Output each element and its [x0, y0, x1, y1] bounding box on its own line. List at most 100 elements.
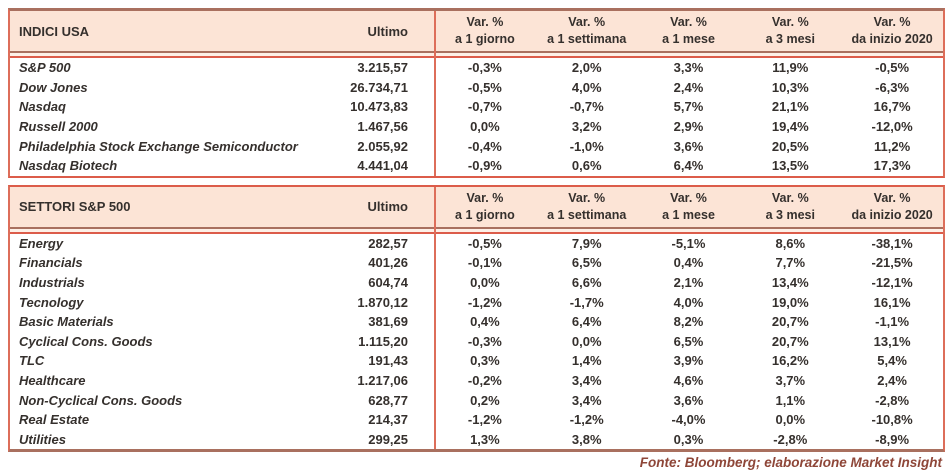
column-header-var: Var. % a 1 settimana	[536, 11, 638, 51]
var-value: 21,1%	[771, 99, 809, 115]
table-row: Philadelphia Stock Exchange Semiconducto…	[10, 136, 943, 156]
row-label: Industrials	[19, 275, 85, 291]
ultimo-value: 381,69	[368, 314, 408, 330]
column-header-var: Var. % a 1 giorno	[434, 187, 536, 227]
column-header-var: Var. % a 3 mesi	[739, 187, 841, 227]
var-header-line2: a 1 settimana	[547, 207, 627, 222]
var-header-line1: Var. %	[568, 190, 606, 205]
table-row: Energy 282,57 -0,5% 7,9% -5,1% 8,6% -38,1%	[10, 234, 943, 254]
table-row: Nasdaq Biotech 4.441,04 -0,9% 0,6% 6,4% 13,5%…	[10, 156, 943, 176]
var-value: 19,4%	[771, 119, 809, 135]
var-value: -8,9%	[875, 431, 910, 447]
var-value: 19,0%	[771, 294, 809, 310]
row-label: Healthcare	[19, 373, 86, 389]
var-value: 13,5%	[771, 158, 809, 174]
table-row: TLC 191,43 0,3% 1,4% 3,9% 16,2% 5,4%	[10, 351, 943, 371]
var-value: 3,3%	[673, 60, 704, 76]
column-header-var: Var. % da inizio 2020	[841, 11, 943, 51]
var-header-line2: a 1 mese	[662, 207, 715, 222]
column-header-ultimo: Ultimo	[367, 199, 408, 215]
var-value: 5,7%	[673, 99, 704, 115]
var-value: -10,8%	[871, 412, 913, 428]
row-label: Utilities	[19, 431, 66, 447]
row-label: Cyclical Cons. Goods	[19, 333, 153, 349]
var-value: 0,2%	[470, 392, 500, 408]
var-value: -0,3%	[467, 333, 502, 349]
var-value: 17,3%	[873, 158, 911, 174]
var-header-line1: Var. %	[771, 15, 809, 30]
var-header-line1: Var. %	[568, 15, 606, 30]
var-value: -0,5%	[875, 60, 910, 76]
var-value: 1,1%	[775, 392, 806, 408]
var-header-line1: Var. %	[771, 190, 809, 205]
var-value: 5,4%	[877, 353, 907, 369]
row-label: Non-Cyclical Cons. Goods	[19, 392, 183, 408]
column-header-var: Var. % a 1 settimana	[536, 187, 638, 227]
column-divider	[434, 11, 436, 176]
table-row: Tecnology 1.870,12 -1,2% -1,7% 4,0% 19,0% 16,1…	[10, 292, 943, 312]
var-value: 0,6%	[571, 158, 602, 174]
var-value: -1,2%	[467, 412, 502, 428]
table-row: Real Estate 214,37 -1,2% -1,2% -4,0% 0,0% -10,…	[10, 410, 943, 430]
var-value: -5,1%	[671, 235, 706, 251]
ultimo-value: 628,77	[368, 392, 408, 408]
var-value: -1,7%	[569, 294, 604, 310]
var-value: -0,7%	[467, 99, 502, 115]
var-value: 3,2%	[571, 119, 602, 135]
var-value: 0,0%	[470, 119, 500, 135]
var-value: 3,9%	[673, 353, 704, 369]
var-header-line1: Var. %	[670, 15, 707, 30]
var-value: 8,6%	[775, 235, 806, 251]
var-value: 3,4%	[571, 392, 602, 408]
column-header-var: Var. % a 1 giorno	[434, 11, 536, 51]
source-note: Fonte: Bloomberg; elaborazione Market In…	[639, 455, 942, 470]
table-body: Energy 282,57 -0,5% 7,9% -5,1% 8,6% -38,1% Fina…	[10, 233, 943, 450]
var-value: -4,0%	[671, 412, 706, 428]
var-value: 1,3%	[470, 431, 500, 447]
row-label: S&P 500	[19, 60, 71, 76]
header-separator	[10, 51, 943, 58]
var-header-line1: Var. %	[466, 15, 504, 30]
row-label: Philadelphia Stock Exchange Semiconducto…	[19, 138, 298, 154]
var-value: 16,1%	[873, 294, 911, 310]
var-value: -1,0%	[569, 138, 604, 154]
ultimo-value: 10.473,83	[350, 99, 408, 115]
var-value: 0,0%	[775, 412, 806, 428]
table-body: S&P 500 3.215,57 -0,3% 2,0% 3,3% 11,9% -0,5% Do…	[10, 58, 943, 176]
var-value: -1,2%	[467, 294, 502, 310]
var-value: 4,6%	[673, 373, 704, 389]
table-row: Dow Jones 26.734,71 -0,5% 4,0% 2,4% 10,3% -6,3…	[10, 78, 943, 98]
var-value: -0,9%	[467, 158, 502, 174]
var-value: 4,0%	[571, 79, 602, 95]
row-label: Basic Materials	[19, 314, 114, 330]
var-value: -2,8%	[875, 392, 910, 408]
var-value: 0,4%	[673, 255, 704, 271]
var-header-line2: a 1 giorno	[455, 32, 515, 46]
var-value: 13,4%	[771, 275, 809, 291]
var-value: 0,3%	[470, 353, 500, 369]
var-header-line1: Var. %	[873, 190, 911, 205]
var-value: 4,0%	[673, 294, 704, 310]
var-value: -0,3%	[467, 60, 502, 76]
column-header-var: Var. % a 3 mesi	[739, 11, 841, 51]
ultimo-value: 1.870,12	[357, 294, 408, 310]
ultimo-value: 282,57	[368, 235, 408, 251]
var-value: -0,5%	[467, 235, 502, 251]
table-title: INDICI USA	[19, 23, 90, 39]
column-header-var: Var. % a 1 mese	[638, 11, 740, 51]
var-value: 7,9%	[571, 235, 602, 251]
var-value: -0,2%	[467, 373, 502, 389]
row-label: Dow Jones	[19, 79, 88, 95]
var-value: 7,7%	[775, 255, 806, 271]
var-value: 16,7%	[873, 99, 911, 115]
var-value: -21,5%	[871, 255, 913, 271]
var-value: 20,5%	[771, 138, 809, 154]
var-header-line2: a 1 settimana	[547, 32, 627, 46]
table-settori-sp500: SETTORI S&P 500 Ultimo Var. % a 1 giorno V…	[8, 184, 945, 453]
table-row: Nasdaq 10.473,83 -0,7% -0,7% 5,7% 21,1% 16,7%	[10, 97, 943, 117]
header-row: INDICI USA Ultimo Var. % a 1 giorno Var. %…	[10, 11, 943, 51]
var-value: 13,1%	[873, 333, 911, 349]
table-row: Financials 401,26 -0,1% 6,5% 0,4% 7,7% -21,5%	[10, 253, 943, 273]
var-value: -38,1%	[871, 235, 913, 251]
